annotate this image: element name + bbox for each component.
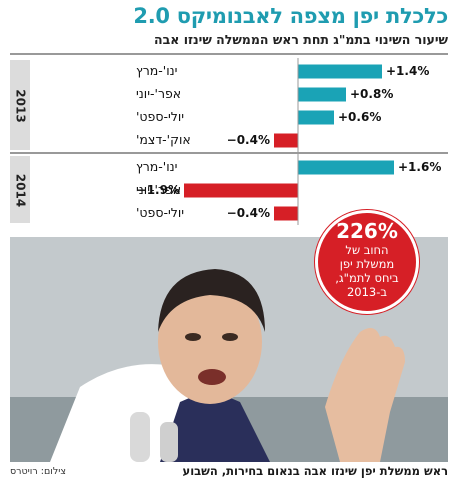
category-label: ינו'-מרץ xyxy=(136,159,177,174)
data-label: −0.4% xyxy=(227,206,270,220)
data-label: +0.8% xyxy=(350,87,393,101)
debt-callout-value: 226% xyxy=(336,219,398,243)
year-band xyxy=(10,60,30,150)
gdp-bar-chart: 2013 +1.4% ינו'-מרץ +0.8% אפר'-יוני +0.6% יולי… xyxy=(10,53,448,225)
bar xyxy=(184,183,298,198)
debt-callout-text: החוב של ממשלת יפן ביחס לתמ"ג, ב-2013 xyxy=(335,243,399,299)
bar xyxy=(298,110,334,125)
bar xyxy=(274,133,298,148)
category-label: יולי-ספט' xyxy=(136,205,184,220)
data-label: +1.4% xyxy=(386,64,429,78)
bar xyxy=(298,64,382,79)
data-label: +1.6% xyxy=(398,160,441,174)
category-label: אפר'-יוני xyxy=(136,86,181,101)
photo-shinzo-abe xyxy=(10,237,448,462)
chart-title: כלכלת יפן מצפה לאבנומיקס 2.0 xyxy=(133,4,448,28)
year-label: 2014 xyxy=(14,174,28,207)
year-label: 2013 xyxy=(14,89,28,122)
chart-subtitle: שיעור השינוי בתמ"ג תחת ראש הממשלה שינזו … xyxy=(154,32,448,47)
photo-credit: צילום: רויטרס xyxy=(10,466,67,477)
data-label: −0.4% xyxy=(227,133,270,147)
category-label: אפר'-יוני xyxy=(136,182,181,197)
category-label: אוק'-דצמ' xyxy=(136,132,191,147)
debt-callout: 226% החוב של ממשלת יפן ביחס לתמ"ג, ב-201… xyxy=(315,210,419,314)
data-label: −1.9% xyxy=(137,183,180,197)
bar xyxy=(298,160,394,175)
bar xyxy=(298,87,346,102)
category-label: ינו'-מרץ xyxy=(136,63,177,78)
category-label: יולי-ספט' xyxy=(136,109,184,124)
year-band xyxy=(10,156,30,223)
speaker-illustration xyxy=(10,237,448,462)
photo-caption: ראש ממשלת יפן שינזו אבה בנאום בחירות, הש… xyxy=(182,464,448,478)
bar xyxy=(274,206,298,221)
data-label: +0.6% xyxy=(338,110,381,124)
